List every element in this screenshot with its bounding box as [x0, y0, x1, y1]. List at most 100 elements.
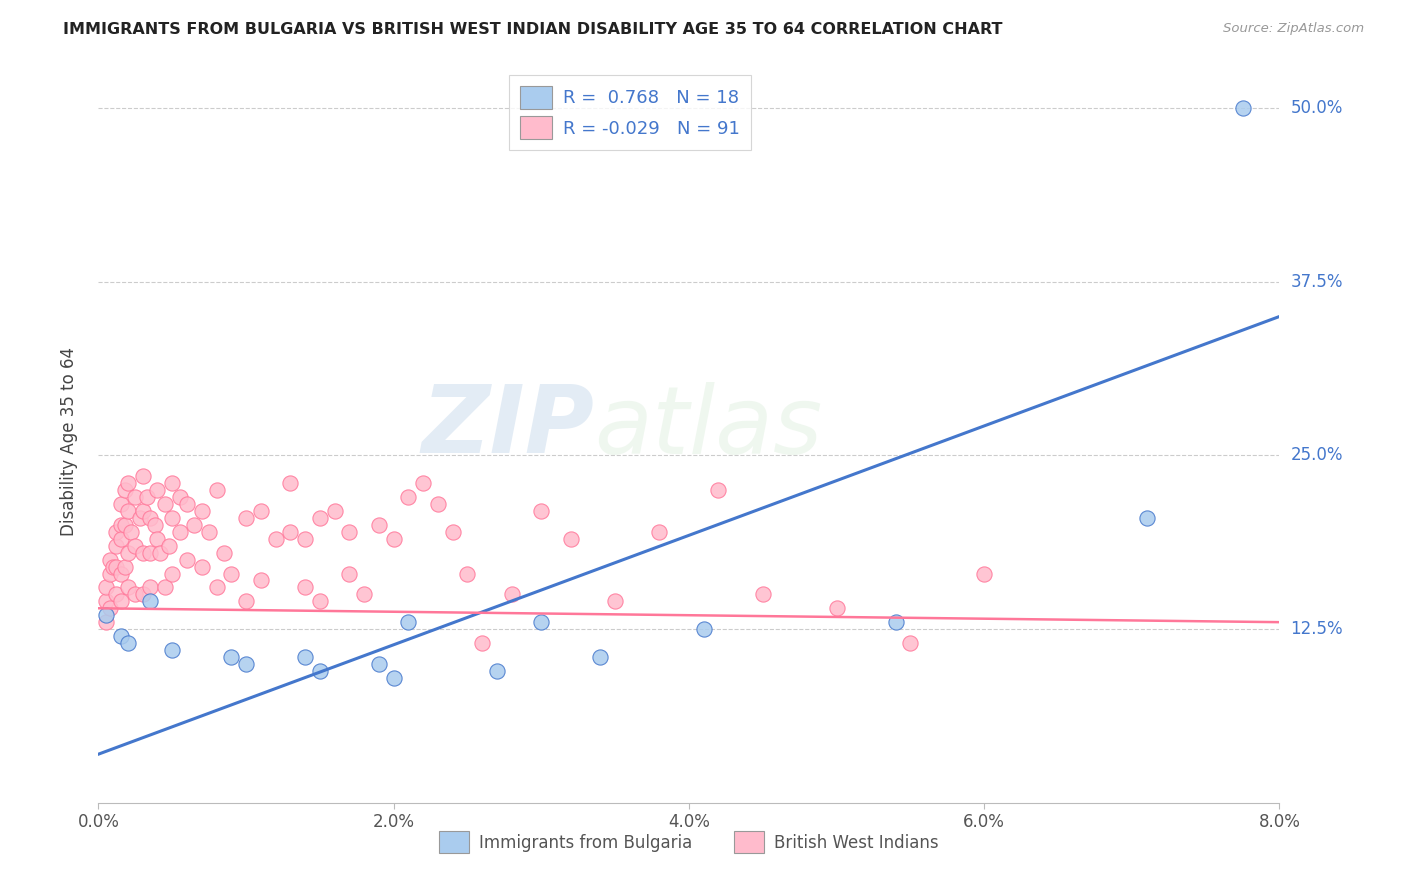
Point: [235, 594, 257, 608]
Point: [153, 581, 176, 595]
Point: [149, 546, 172, 560]
Point: [900, 636, 922, 650]
Point: [162, 643, 183, 657]
Point: [382, 532, 405, 546]
Point: [398, 615, 420, 630]
Point: [117, 581, 139, 595]
Point: [105, 524, 128, 539]
Text: IMMIGRANTS FROM BULGARIA VS BRITISH WEST INDIAN DISABILITY AGE 35 TO 64 CORRELAT: IMMIGRANTS FROM BULGARIA VS BRITISH WEST…: [63, 22, 1002, 37]
Point: [98, 566, 121, 581]
Point: [752, 587, 775, 601]
Point: [139, 546, 162, 560]
Point: [146, 483, 169, 498]
Point: [309, 664, 332, 678]
Text: 25.0%: 25.0%: [1291, 446, 1343, 465]
Text: 50.0%: 50.0%: [1291, 99, 1343, 117]
Point: [441, 524, 464, 539]
Point: [501, 587, 523, 601]
Point: [139, 594, 162, 608]
Point: [139, 511, 162, 525]
Point: [98, 601, 121, 615]
Point: [105, 559, 128, 574]
Text: atlas: atlas: [595, 382, 823, 473]
Point: [294, 649, 316, 664]
Point: [1136, 511, 1159, 525]
Point: [117, 546, 139, 560]
Point: [605, 594, 627, 608]
Point: [114, 517, 136, 532]
Point: [235, 511, 257, 525]
Point: [294, 532, 316, 546]
Point: [198, 524, 221, 539]
Point: [105, 539, 128, 553]
Point: [353, 587, 375, 601]
Point: [103, 559, 125, 574]
Point: [250, 504, 273, 518]
Point: [128, 511, 150, 525]
Point: [486, 664, 509, 678]
Point: [162, 566, 183, 581]
Point: [309, 594, 332, 608]
Point: [94, 581, 117, 595]
Point: [280, 476, 302, 491]
Legend: Immigrants from Bulgaria, British West Indians: Immigrants from Bulgaria, British West I…: [433, 825, 945, 860]
Point: [169, 524, 191, 539]
Point: [124, 490, 146, 504]
Point: [339, 524, 361, 539]
Point: [169, 490, 191, 504]
Point: [707, 483, 730, 498]
Text: 12.5%: 12.5%: [1291, 620, 1343, 638]
Point: [530, 504, 553, 518]
Point: [368, 517, 391, 532]
Point: [176, 552, 198, 566]
Point: [124, 539, 146, 553]
Point: [294, 581, 316, 595]
Point: [212, 546, 235, 560]
Point: [530, 615, 553, 630]
Point: [139, 581, 162, 595]
Point: [110, 594, 132, 608]
Point: [973, 566, 995, 581]
Point: [221, 566, 243, 581]
Y-axis label: Disability Age 35 to 64: Disability Age 35 to 64: [59, 347, 77, 536]
Point: [98, 552, 121, 566]
Point: [110, 629, 132, 643]
Point: [457, 566, 479, 581]
Point: [110, 566, 132, 581]
Point: [162, 511, 183, 525]
Point: [398, 490, 420, 504]
Point: [648, 524, 671, 539]
Point: [94, 608, 117, 623]
Point: [132, 469, 155, 483]
Point: [176, 497, 198, 511]
Point: [825, 601, 848, 615]
Point: [412, 476, 434, 491]
Point: [162, 476, 183, 491]
Point: [117, 476, 139, 491]
Point: [884, 615, 907, 630]
Text: ZIP: ZIP: [422, 381, 595, 473]
Point: [250, 574, 273, 588]
Point: [94, 615, 117, 630]
Point: [280, 524, 302, 539]
Point: [309, 511, 332, 525]
Point: [1232, 101, 1254, 115]
Point: [132, 546, 155, 560]
Point: [339, 566, 361, 581]
Point: [117, 504, 139, 518]
Point: [110, 517, 132, 532]
Point: [589, 649, 612, 664]
Point: [120, 524, 142, 539]
Point: [205, 483, 228, 498]
Point: [114, 559, 136, 574]
Point: [191, 559, 214, 574]
Point: [105, 587, 128, 601]
Point: [114, 483, 136, 498]
Point: [323, 504, 346, 518]
Point: [693, 622, 716, 636]
Point: [110, 532, 132, 546]
Point: [136, 490, 159, 504]
Point: [183, 517, 205, 532]
Point: [221, 649, 243, 664]
Point: [427, 497, 450, 511]
